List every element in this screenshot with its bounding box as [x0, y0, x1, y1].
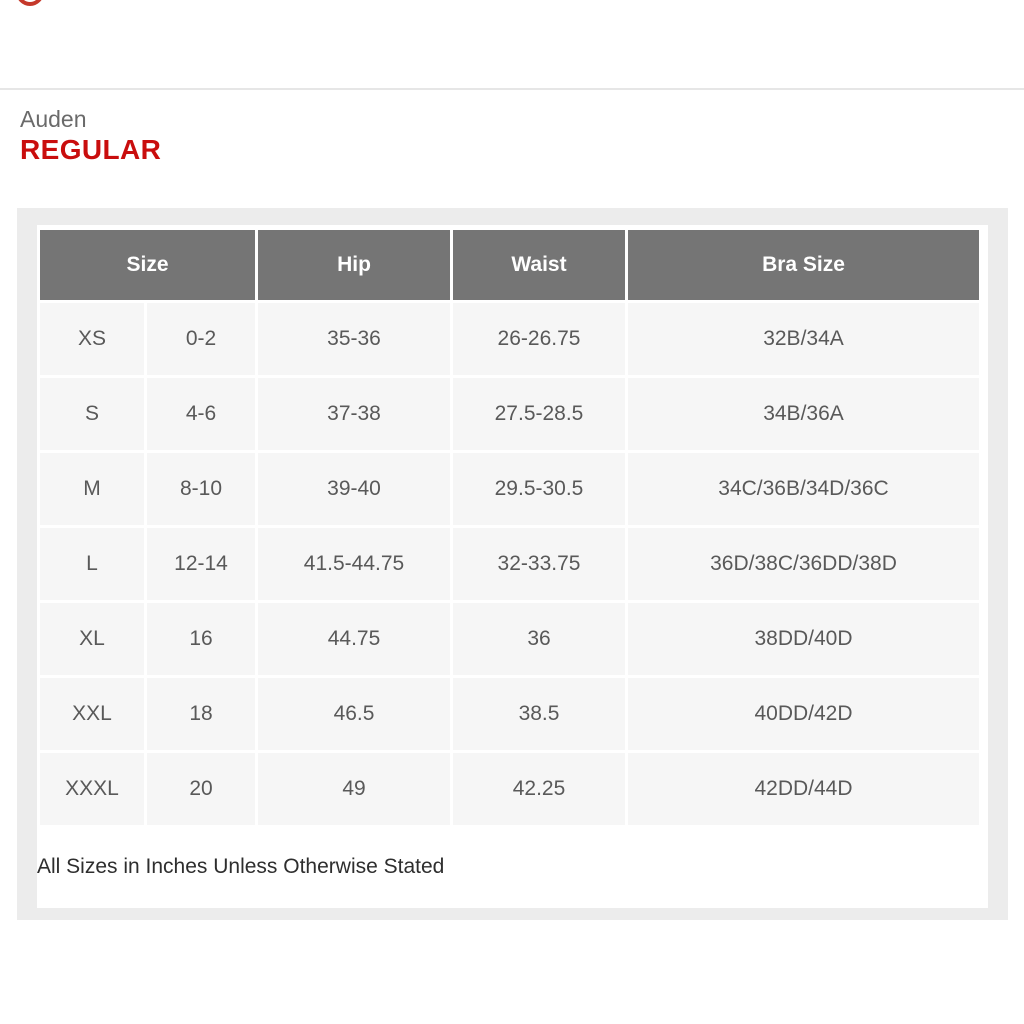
- size-chart-panel: Size Hip Waist Bra Size XS 0-2 35-36 26-…: [17, 208, 1008, 920]
- fit-label: REGULAR: [20, 133, 162, 165]
- size-cell: XL: [40, 603, 144, 675]
- size-chart-body: XS 0-2 35-36 26-26.75 32B/34A S 4-6 37-3…: [40, 303, 979, 825]
- numeric-size-cell: 8-10: [147, 453, 255, 525]
- column-header-hip: Hip: [258, 230, 450, 300]
- bra-size-cell: 42DD/44D: [628, 753, 979, 825]
- numeric-size-cell: 4-6: [147, 378, 255, 450]
- table-row: S 4-6 37-38 27.5-28.5 34B/36A: [40, 378, 979, 450]
- numeric-size-cell: 18: [147, 678, 255, 750]
- waist-cell: 36: [453, 603, 625, 675]
- table-row: M 8-10 39-40 29.5-30.5 34C/36B/34D/36C: [40, 453, 979, 525]
- size-chart-header-row: Size Hip Waist Bra Size: [40, 230, 979, 300]
- numeric-size-cell: 0-2: [147, 303, 255, 375]
- bra-size-cell: 40DD/42D: [628, 678, 979, 750]
- table-row: L 12-14 41.5-44.75 32-33.75 36D/38C/36DD…: [40, 528, 979, 600]
- waist-cell: 27.5-28.5: [453, 378, 625, 450]
- table-row: XL 16 44.75 36 38DD/40D: [40, 603, 979, 675]
- hip-cell: 44.75: [258, 603, 450, 675]
- size-chart-card: Size Hip Waist Bra Size XS 0-2 35-36 26-…: [37, 225, 988, 908]
- table-row: XXXL 20 49 42.25 42DD/44D: [40, 753, 979, 825]
- hip-cell: 35-36: [258, 303, 450, 375]
- numeric-size-cell: 12-14: [147, 528, 255, 600]
- numeric-size-cell: 20: [147, 753, 255, 825]
- brand-header: Auden REGULAR: [20, 106, 161, 165]
- column-header-size: Size: [40, 230, 255, 300]
- footnote: All Sizes in Inches Unless Otherwise Sta…: [37, 855, 445, 878]
- hip-cell: 49: [258, 753, 450, 825]
- bra-size-cell: 38DD/40D: [628, 603, 979, 675]
- hip-cell: 39-40: [258, 453, 450, 525]
- size-cell: S: [40, 378, 144, 450]
- waist-cell: 42.25: [453, 753, 625, 825]
- size-cell: XXL: [40, 678, 144, 750]
- bra-size-cell: 32B/34A: [628, 303, 979, 375]
- column-header-bra-size: Bra Size: [628, 230, 979, 300]
- size-chart-table: Size Hip Waist Bra Size XS 0-2 35-36 26-…: [37, 227, 982, 828]
- brand-name: Auden: [20, 106, 87, 132]
- bra-size-cell: 34C/36B/34D/36C: [628, 453, 979, 525]
- size-cell: XS: [40, 303, 144, 375]
- numeric-size-cell: 16: [147, 603, 255, 675]
- column-header-waist: Waist: [453, 230, 625, 300]
- waist-cell: 29.5-30.5: [453, 453, 625, 525]
- size-cell: XXXL: [40, 753, 144, 825]
- hip-cell: 41.5-44.75: [258, 528, 450, 600]
- size-cell: M: [40, 453, 144, 525]
- waist-cell: 26-26.75: [453, 303, 625, 375]
- top-divider: [0, 88, 1024, 90]
- waist-cell: 32-33.75: [453, 528, 625, 600]
- table-row: XXL 18 46.5 38.5 40DD/42D: [40, 678, 979, 750]
- bra-size-cell: 36D/38C/36DD/38D: [628, 528, 979, 600]
- bullseye-logo-fragment-icon: [16, 0, 44, 6]
- hip-cell: 37-38: [258, 378, 450, 450]
- waist-cell: 38.5: [453, 678, 625, 750]
- hip-cell: 46.5: [258, 678, 450, 750]
- bra-size-cell: 34B/36A: [628, 378, 979, 450]
- table-row: XS 0-2 35-36 26-26.75 32B/34A: [40, 303, 979, 375]
- size-cell: L: [40, 528, 144, 600]
